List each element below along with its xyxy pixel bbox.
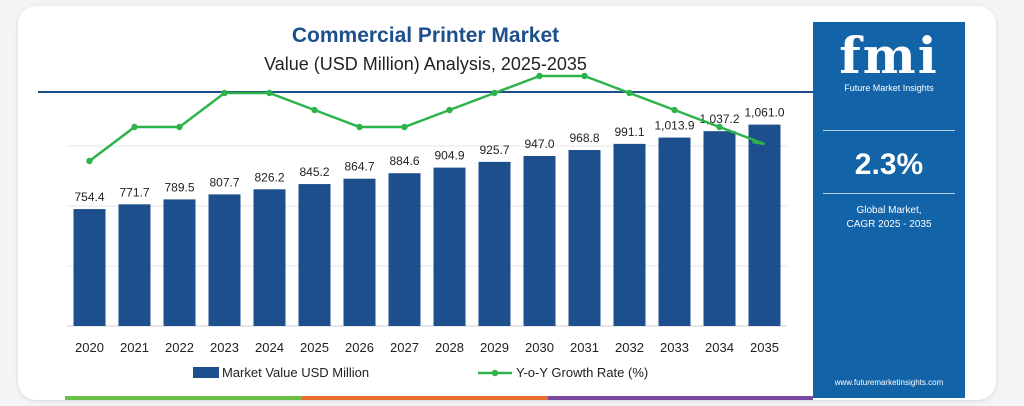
chart-subtitle: Value (USD Million) Analysis, 2025-2035 (264, 54, 587, 74)
x-tick-2028: 2028 (435, 340, 464, 355)
bar-label-2032: 991.1 (614, 125, 644, 139)
bar-label-2031: 968.8 (569, 131, 599, 145)
x-tick-2035: 2035 (750, 340, 779, 355)
growth-point-2032 (626, 89, 633, 97)
bar-label-2025: 845.2 (299, 165, 329, 179)
legend-label-line: Y-o-Y Growth Rate (%) (516, 365, 648, 380)
x-tick-2020: 2020 (75, 340, 104, 355)
strip-purple (548, 396, 813, 400)
growth-point-2020 (86, 157, 93, 165)
x-tick-2026: 2026 (345, 340, 374, 355)
growth-point-2026 (356, 123, 363, 131)
x-tick-2021: 2021 (120, 340, 149, 355)
strip-green (65, 396, 302, 400)
x-tick-2023: 2023 (210, 340, 239, 355)
bar-2033 (658, 137, 691, 326)
bar-2026 (343, 178, 376, 326)
x-tick-2032: 2032 (615, 340, 644, 355)
bar-label-2024: 826.2 (254, 170, 284, 184)
bar-2028 (433, 167, 466, 326)
bar-label-2026: 864.7 (344, 160, 374, 174)
x-tick-2025: 2025 (300, 340, 329, 355)
legend-swatch-bars (193, 367, 219, 378)
cagr-label: Global Market, CAGR 2025 - 2035 (813, 204, 965, 232)
growth-point-2030 (536, 72, 543, 80)
x-tick-2027: 2027 (390, 340, 419, 355)
legend-swatch-line-marker (491, 369, 499, 377)
growth-point-2028 (446, 106, 453, 114)
strip-orange (302, 396, 548, 400)
bar-2023 (208, 194, 241, 326)
growth-point-2024 (266, 89, 273, 97)
cagr-label-line1: Global Market, (856, 205, 922, 216)
growth-point-2029 (491, 89, 498, 97)
x-tick-2024: 2024 (255, 340, 284, 355)
x-tick-2029: 2029 (480, 340, 509, 355)
bar-2031 (568, 150, 601, 326)
bar-label-2033: 1,013.9 (654, 119, 694, 133)
chart-title: Commercial Printer Market (291, 24, 560, 47)
fmi-logo: fmi (839, 26, 939, 85)
growth-point-2034 (716, 123, 723, 131)
bar-label-2022: 789.5 (164, 180, 194, 194)
bar-label-2023: 807.7 (209, 175, 239, 189)
bar-2024 (253, 189, 286, 326)
growth-point-2021 (131, 123, 138, 131)
website-link[interactable]: www.futuremarketinsights.com (834, 378, 944, 387)
growth-point-2033 (671, 106, 678, 114)
x-tick-2030: 2030 (525, 340, 554, 355)
bar-2020 (73, 209, 106, 326)
bar-label-2035: 1,061.0 (744, 106, 784, 120)
bar-2025 (298, 184, 331, 326)
title-divider (38, 91, 813, 93)
growth-point-2025 (311, 106, 318, 114)
bar-2035 (748, 124, 781, 326)
x-tick-2034: 2034 (705, 340, 734, 355)
bar-2032 (613, 143, 646, 326)
bar-2030 (523, 156, 556, 326)
growth-point-2031 (581, 72, 588, 80)
bar-label-2029: 925.7 (479, 143, 509, 157)
bar-label-2028: 904.9 (434, 149, 464, 163)
x-tick-2022: 2022 (165, 340, 194, 355)
growth-line (88, 74, 765, 162)
x-tick-2033: 2033 (660, 340, 689, 355)
bar-2022 (163, 199, 196, 326)
sidebar-panel: fmi Future Market Insights 2.3% Global M… (813, 22, 965, 398)
growth-point-2022 (176, 123, 183, 131)
cagr-value: 2.3% (854, 148, 924, 181)
bar-label-2030: 947.0 (524, 137, 554, 151)
growth-point-2023 (221, 89, 228, 97)
growth-line-end (752, 140, 765, 146)
sidebar-divider-mid (823, 193, 955, 194)
bar-2021 (118, 204, 151, 326)
bar-2034 (703, 131, 736, 326)
bar-label-2021: 771.7 (119, 185, 149, 199)
x-tick-2031: 2031 (570, 340, 599, 355)
legend-label-bars: Market Value USD Million (222, 365, 369, 380)
cagr-label-line2: CAGR 2025 - 2035 (846, 219, 932, 230)
logo-subtitle: Future Market Insights (844, 83, 934, 93)
bar-2029 (478, 161, 511, 326)
sidebar-divider-top (823, 130, 955, 131)
bar-label-2027: 884.6 (389, 154, 419, 168)
bar-label-2020: 754.4 (74, 190, 104, 204)
bar-2027 (388, 173, 421, 326)
growth-point-2027 (401, 123, 408, 131)
